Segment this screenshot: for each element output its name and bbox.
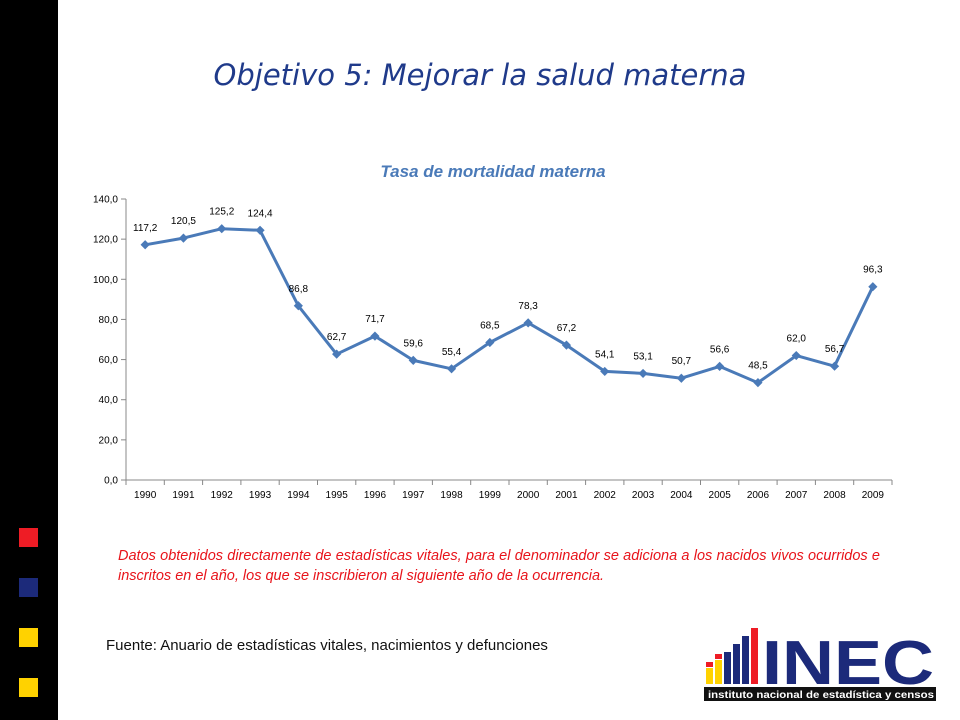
red-square	[19, 528, 38, 547]
y-tick-label: 40,0	[99, 395, 119, 406]
data-label: 56,6	[710, 344, 730, 355]
x-tick-label: 1993	[249, 490, 272, 501]
data-point	[178, 233, 189, 243]
data-label: 68,5	[480, 321, 500, 332]
data-point	[140, 240, 150, 250]
x-tick-label: 1995	[326, 490, 349, 501]
series-line	[144, 227, 875, 385]
chart-title: Tasa de mortalidad materna	[380, 162, 605, 181]
data-label: 125,2	[209, 207, 234, 218]
y-tick-label: 0,0	[104, 476, 118, 487]
data-point	[332, 349, 342, 359]
y-tick-label: 140,0	[93, 195, 118, 206]
x-tick-label: 1990	[134, 490, 157, 501]
data-point	[638, 368, 648, 379]
blue-square	[19, 578, 38, 597]
y-tick-label: 120,0	[93, 235, 118, 246]
data-label: 71,7	[365, 314, 385, 325]
yellow-square-bottom	[19, 678, 38, 697]
yellow-square	[19, 628, 38, 647]
data-label: 96,3	[863, 265, 883, 276]
data-label: 67,2	[557, 323, 577, 334]
x-tick-label: 1992	[211, 490, 234, 501]
data-label: 78,3	[518, 301, 538, 312]
x-tick-label: 2002	[594, 490, 617, 501]
x-tick-label: 1999	[479, 490, 502, 501]
x-tick-label: 1994	[287, 490, 310, 501]
x-tick-label: 2001	[555, 490, 578, 501]
x-tick-label: 2003	[632, 490, 655, 501]
x-tick-label: 2004	[670, 490, 693, 501]
x-tick-label: 2000	[517, 490, 540, 501]
data-point	[715, 361, 725, 371]
methodology-note: Datos obtenidos directamente de estadíst…	[118, 548, 880, 584]
y-tick-label: 100,0	[93, 275, 118, 286]
x-tick-label: 2007	[785, 490, 808, 501]
data-label: 48,5	[748, 361, 768, 372]
data-label: 120,5	[171, 216, 196, 227]
data-point	[829, 361, 840, 371]
inec-logo: INEC instituto nacional de estadística y…	[704, 628, 936, 701]
y-tick-label: 80,0	[99, 315, 119, 326]
y-tick-label: 20,0	[99, 435, 119, 446]
series-group: 117,2 120,5 125,2 124,4 86,8 62,7 71,7 59,6 55,4…	[133, 207, 883, 388]
left-decor-bar	[0, 0, 58, 720]
data-point	[600, 366, 610, 377]
data-point	[676, 373, 686, 383]
data-label: 55,4	[442, 347, 462, 358]
data-point	[791, 350, 801, 361]
line-chart: Tasa de mortalidad materna 0,0 20,0 40,0 60…	[93, 162, 893, 501]
data-label: 62,0	[787, 334, 807, 345]
source-text: Fuente: Anuario de estadísticas vitales,…	[106, 637, 548, 654]
data-point	[561, 340, 572, 350]
data-label: 124,4	[248, 208, 273, 219]
data-label: 62,7	[327, 332, 347, 343]
x-tick-label: 2006	[747, 490, 770, 501]
x-tick-label: 2008	[823, 490, 846, 501]
data-label: 117,2	[133, 223, 158, 234]
data-point	[485, 337, 495, 348]
x-tick-label: 1996	[364, 490, 387, 501]
data-label: 86,8	[289, 284, 309, 295]
x-tick-label: 1991	[172, 490, 195, 501]
data-label: 50,7	[672, 356, 692, 367]
data-point	[753, 378, 763, 388]
x-tick-label: 1997	[402, 490, 425, 501]
y-tick-label: 60,0	[99, 355, 119, 366]
x-tick-label: 2009	[862, 490, 885, 501]
x-tick-label: 2005	[709, 490, 732, 501]
chart-axes: 0,0 20,0 40,0 60,0 80,0 100,0 120,0 140,0 1990 19…	[93, 195, 893, 501]
data-point	[868, 282, 878, 292]
slide-title: Objetivo 5: Mejorar la salud materna	[213, 58, 747, 92]
data-label: 53,1	[633, 351, 653, 362]
x-tick-label: 1998	[440, 490, 463, 501]
data-point	[217, 224, 227, 234]
data-label: 59,6	[404, 338, 424, 349]
data-label: 56,7	[825, 344, 845, 355]
inec-tagline: instituto nacional de estadística y cens…	[708, 690, 935, 701]
inec-wordmark: INEC	[762, 629, 934, 698]
data-label: 54,1	[595, 349, 615, 360]
